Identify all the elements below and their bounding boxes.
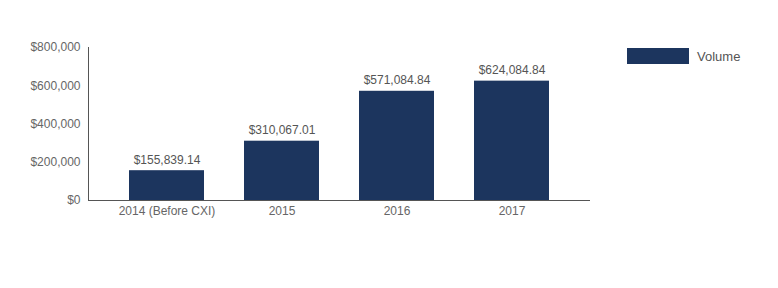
svg-text:$310,067.01: $310,067.01 xyxy=(249,123,316,137)
svg-text:$800,000: $800,000 xyxy=(30,40,80,54)
svg-text:2016: 2016 xyxy=(384,204,411,218)
svg-text:$155,839.14: $155,839.14 xyxy=(134,153,201,167)
svg-text:$0: $0 xyxy=(67,193,81,207)
svg-text:$571,084.84: $571,084.84 xyxy=(364,73,431,87)
svg-text:2015: 2015 xyxy=(269,204,296,218)
html-text:Volume: Volume xyxy=(697,48,741,64)
svg-text:2017: 2017 xyxy=(499,204,526,218)
svg-text:2014 (Before CXI): 2014 (Before CXI) xyxy=(119,204,216,218)
svg-text:$624,084.84: $624,084.84 xyxy=(479,63,546,77)
svg-text:$400,000: $400,000 xyxy=(30,117,80,131)
svg-text:$200,000: $200,000 xyxy=(30,155,80,169)
svg-text:$600,000: $600,000 xyxy=(30,79,80,93)
